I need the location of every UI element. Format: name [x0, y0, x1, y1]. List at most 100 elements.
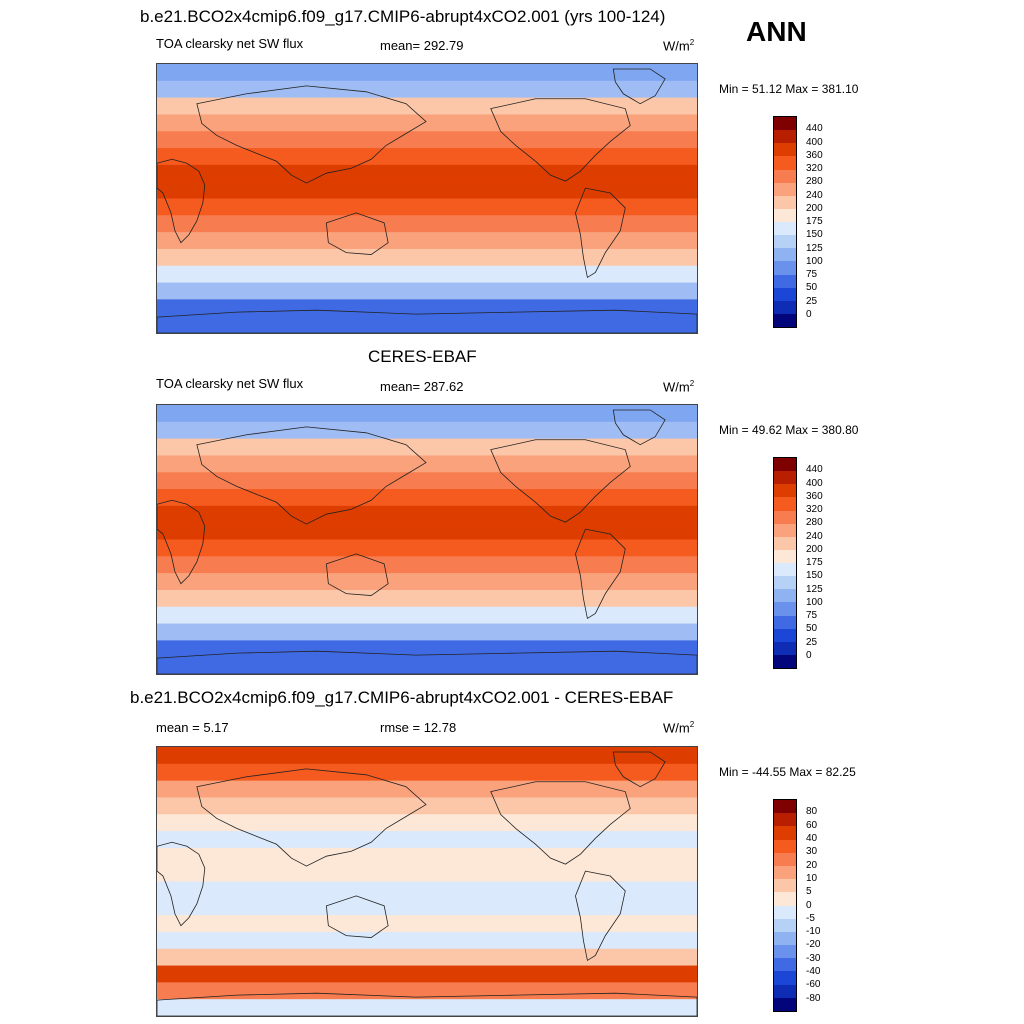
colorbar-swatch	[774, 510, 796, 524]
lat-band	[157, 489, 697, 507]
lat-band	[157, 164, 697, 183]
coastline	[490, 439, 631, 523]
lat-band	[157, 831, 697, 849]
colorbar-tick-label: 10	[806, 872, 818, 884]
lat-band	[157, 847, 697, 866]
lat-band	[157, 455, 697, 473]
colorbar-swatch	[774, 892, 796, 906]
colorbar-swatch	[774, 471, 796, 485]
lat-band	[157, 623, 697, 641]
lat-band	[157, 948, 697, 967]
lat-band	[157, 64, 697, 82]
coastline	[157, 650, 697, 674]
lat-band	[157, 114, 697, 132]
colorbar-panel1	[773, 116, 797, 328]
colorbar-tick-label: -60	[806, 979, 821, 991]
colorbar-tick-label: 320	[806, 504, 823, 515]
units-sup: 2	[689, 720, 695, 729]
lat-band	[157, 999, 697, 1016]
lat-band	[157, 965, 697, 983]
colorbar-tick-label: 80	[806, 806, 818, 818]
lat-band	[157, 589, 697, 608]
colorbar-tick-label: 440	[806, 123, 823, 135]
coastline	[325, 212, 389, 255]
lat-band	[157, 864, 697, 882]
colorbar-swatch	[774, 654, 796, 668]
colorbar-swatch	[774, 523, 796, 537]
coastline	[325, 553, 389, 596]
colorbar-tick-label: 100	[806, 255, 823, 267]
colorbar-tick-label: 175	[806, 557, 823, 568]
colorbar-tick-label: 150	[806, 229, 823, 241]
colorbar-swatch	[774, 169, 796, 183]
colorbar-tick-label: 200	[806, 543, 823, 555]
lat-band	[157, 282, 697, 300]
colorbar-swatch	[774, 195, 796, 209]
colorbar-tick-label: 0	[806, 899, 812, 911]
colorbar-swatch	[774, 931, 796, 946]
panel2-variable: TOA clearsky net SW flux	[156, 376, 304, 391]
units-text: W/m	[663, 379, 690, 395]
coastline	[157, 992, 697, 1016]
map-svg	[157, 405, 697, 674]
colorbar-swatch	[774, 117, 796, 131]
lat-band	[157, 299, 697, 317]
coastline	[575, 528, 626, 620]
colorbar-swatch	[774, 997, 796, 1011]
coastline	[157, 158, 206, 244]
colorbar-tick-label: 360	[806, 490, 823, 502]
colorbar-tick-label: 30	[806, 846, 818, 858]
colorbar-swatch	[774, 143, 796, 157]
colorbar-swatch	[774, 971, 796, 985]
colorbar-tick-label: 25	[806, 295, 818, 307]
colorbar-tick-label: 175	[806, 216, 823, 227]
colorbar-swatch	[774, 300, 796, 314]
colorbar-tick-label: 400	[806, 136, 823, 148]
colorbar-swatch	[774, 813, 796, 827]
lat-band	[157, 881, 697, 899]
coastline	[325, 895, 389, 938]
colorbar-tick-label: 75	[806, 610, 818, 621]
coastline	[196, 426, 427, 525]
colorbar-swatch	[774, 800, 796, 814]
units-sup: 2	[689, 38, 695, 47]
panel3-rmse: rmse = 12.78	[380, 720, 457, 735]
colorbar-tick-label: 100	[806, 596, 823, 608]
panel1-units: W/m2	[663, 38, 695, 53]
colorbar-swatch	[774, 156, 796, 170]
season-label: ANN	[746, 16, 807, 47]
panel1-mean: mean= 292.79	[380, 38, 464, 53]
colorbar-tick-label: 60	[806, 819, 818, 831]
lat-band	[157, 148, 697, 166]
colorbar-tick-label: 280	[806, 517, 823, 529]
colorbar-swatch	[774, 852, 796, 866]
panel3-map	[156, 746, 698, 1017]
colorbar-swatch	[774, 248, 796, 262]
coastline	[157, 499, 206, 585]
panel2-minmax: Min = 49.62 Max = 380.80	[719, 423, 859, 437]
colorbar-swatch	[774, 628, 796, 642]
lat-band	[157, 80, 697, 99]
colorbar-swatch	[774, 905, 796, 919]
lat-band	[157, 265, 697, 284]
colorbar-swatch	[774, 208, 796, 222]
colorbar-swatch	[774, 839, 796, 853]
colorbar-tick-label: 5	[806, 886, 812, 898]
colorbar-tick-label: 240	[806, 189, 823, 201]
colorbar-swatch	[774, 958, 796, 972]
lat-band	[157, 232, 697, 250]
colorbar-swatch	[774, 865, 796, 880]
lat-band	[157, 131, 697, 149]
colorbar-swatch	[774, 458, 796, 472]
colorbar-swatch	[774, 589, 796, 603]
lat-band	[157, 181, 697, 199]
colorbar-tick-label: -20	[806, 939, 821, 951]
lat-band	[157, 747, 697, 765]
panel1-variable: TOA clearsky net SW flux	[156, 36, 304, 51]
lat-band	[157, 898, 697, 916]
coastline	[575, 187, 626, 279]
lat-band	[157, 606, 697, 625]
colorbar-tick-label: 20	[806, 859, 818, 871]
colorbar-panel2	[773, 457, 797, 669]
colorbar-swatch	[774, 984, 796, 998]
